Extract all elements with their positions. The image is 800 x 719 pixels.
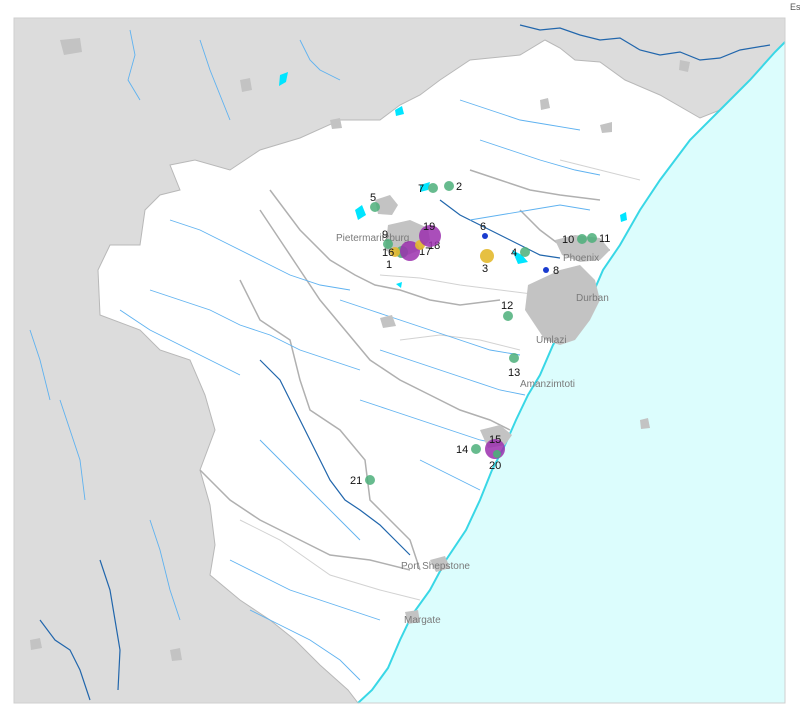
site-label-13: 13 [508, 367, 520, 379]
site-marker-7[interactable] [428, 183, 438, 193]
place-label-pietermaritzburg: Pietermaritzburg [336, 233, 409, 244]
site-marker-5[interactable] [370, 202, 380, 212]
site-label-10: 10 [562, 234, 574, 246]
site-marker-12[interactable] [503, 311, 513, 321]
site-label-21: 21 [350, 475, 362, 487]
site-label-5: 5 [370, 192, 376, 204]
ocean [358, 42, 785, 703]
site-label-1: 1 [386, 259, 392, 271]
site-marker-19[interactable] [419, 225, 441, 247]
site-label-20: 20 [489, 460, 501, 472]
place-label-umlazi: Umlazi [536, 335, 567, 346]
site-marker-11[interactable] [587, 233, 597, 243]
site-marker-3[interactable] [480, 249, 494, 263]
site-marker-2[interactable] [444, 181, 454, 191]
site-label-14: 14 [456, 444, 468, 456]
site-marker-9[interactable] [383, 239, 393, 249]
site-label-2: 2 [456, 181, 462, 193]
site-label-8: 8 [553, 265, 559, 277]
site-marker-4[interactable] [520, 247, 530, 257]
site-label-7: 7 [418, 183, 424, 195]
corner-label: Es [790, 2, 800, 12]
map-frame [13, 17, 786, 704]
site-label-12: 12 [501, 300, 513, 312]
site-label-6: 6 [480, 221, 486, 233]
site-label-15: 15 [489, 434, 501, 446]
catchment-borders-light [239, 159, 641, 601]
place-label-durban: Durban [576, 293, 609, 304]
site-label-16: 16 [382, 247, 394, 259]
site-marker-13[interactable] [509, 353, 519, 363]
sites: 1 2 3 4 5 6 7 8 9 10 11 12 13 [350, 181, 610, 487]
site-marker-17[interactable] [400, 241, 420, 261]
place-labels: Pietermaritzburg Phoenix Durban Umlazi A… [336, 233, 609, 626]
site-label-9: 9 [382, 229, 388, 241]
place-label-amanzimtoti: Amanzimtoti [520, 379, 575, 390]
dams [279, 72, 627, 288]
place-label-phoenix: Phoenix [563, 253, 599, 264]
site-marker-21[interactable] [365, 475, 375, 485]
place-label-margate: Margate [404, 615, 441, 626]
site-marker-8[interactable] [543, 267, 549, 273]
site-marker-20[interactable] [493, 450, 501, 458]
site-marker-14[interactable] [471, 444, 481, 454]
site-label-4: 4 [511, 247, 517, 259]
site-marker-6[interactable] [482, 233, 488, 239]
site-label-11: 11 [599, 233, 610, 245]
site-marker-16[interactable] [390, 247, 400, 257]
place-label-port-shepstone: Port Shepstone [401, 561, 470, 572]
site-label-19: 19 [423, 221, 435, 233]
site-label-3: 3 [482, 263, 488, 275]
rivers-minor [29, 29, 601, 681]
rivers-major [39, 24, 771, 701]
site-marker-10[interactable] [577, 234, 587, 244]
